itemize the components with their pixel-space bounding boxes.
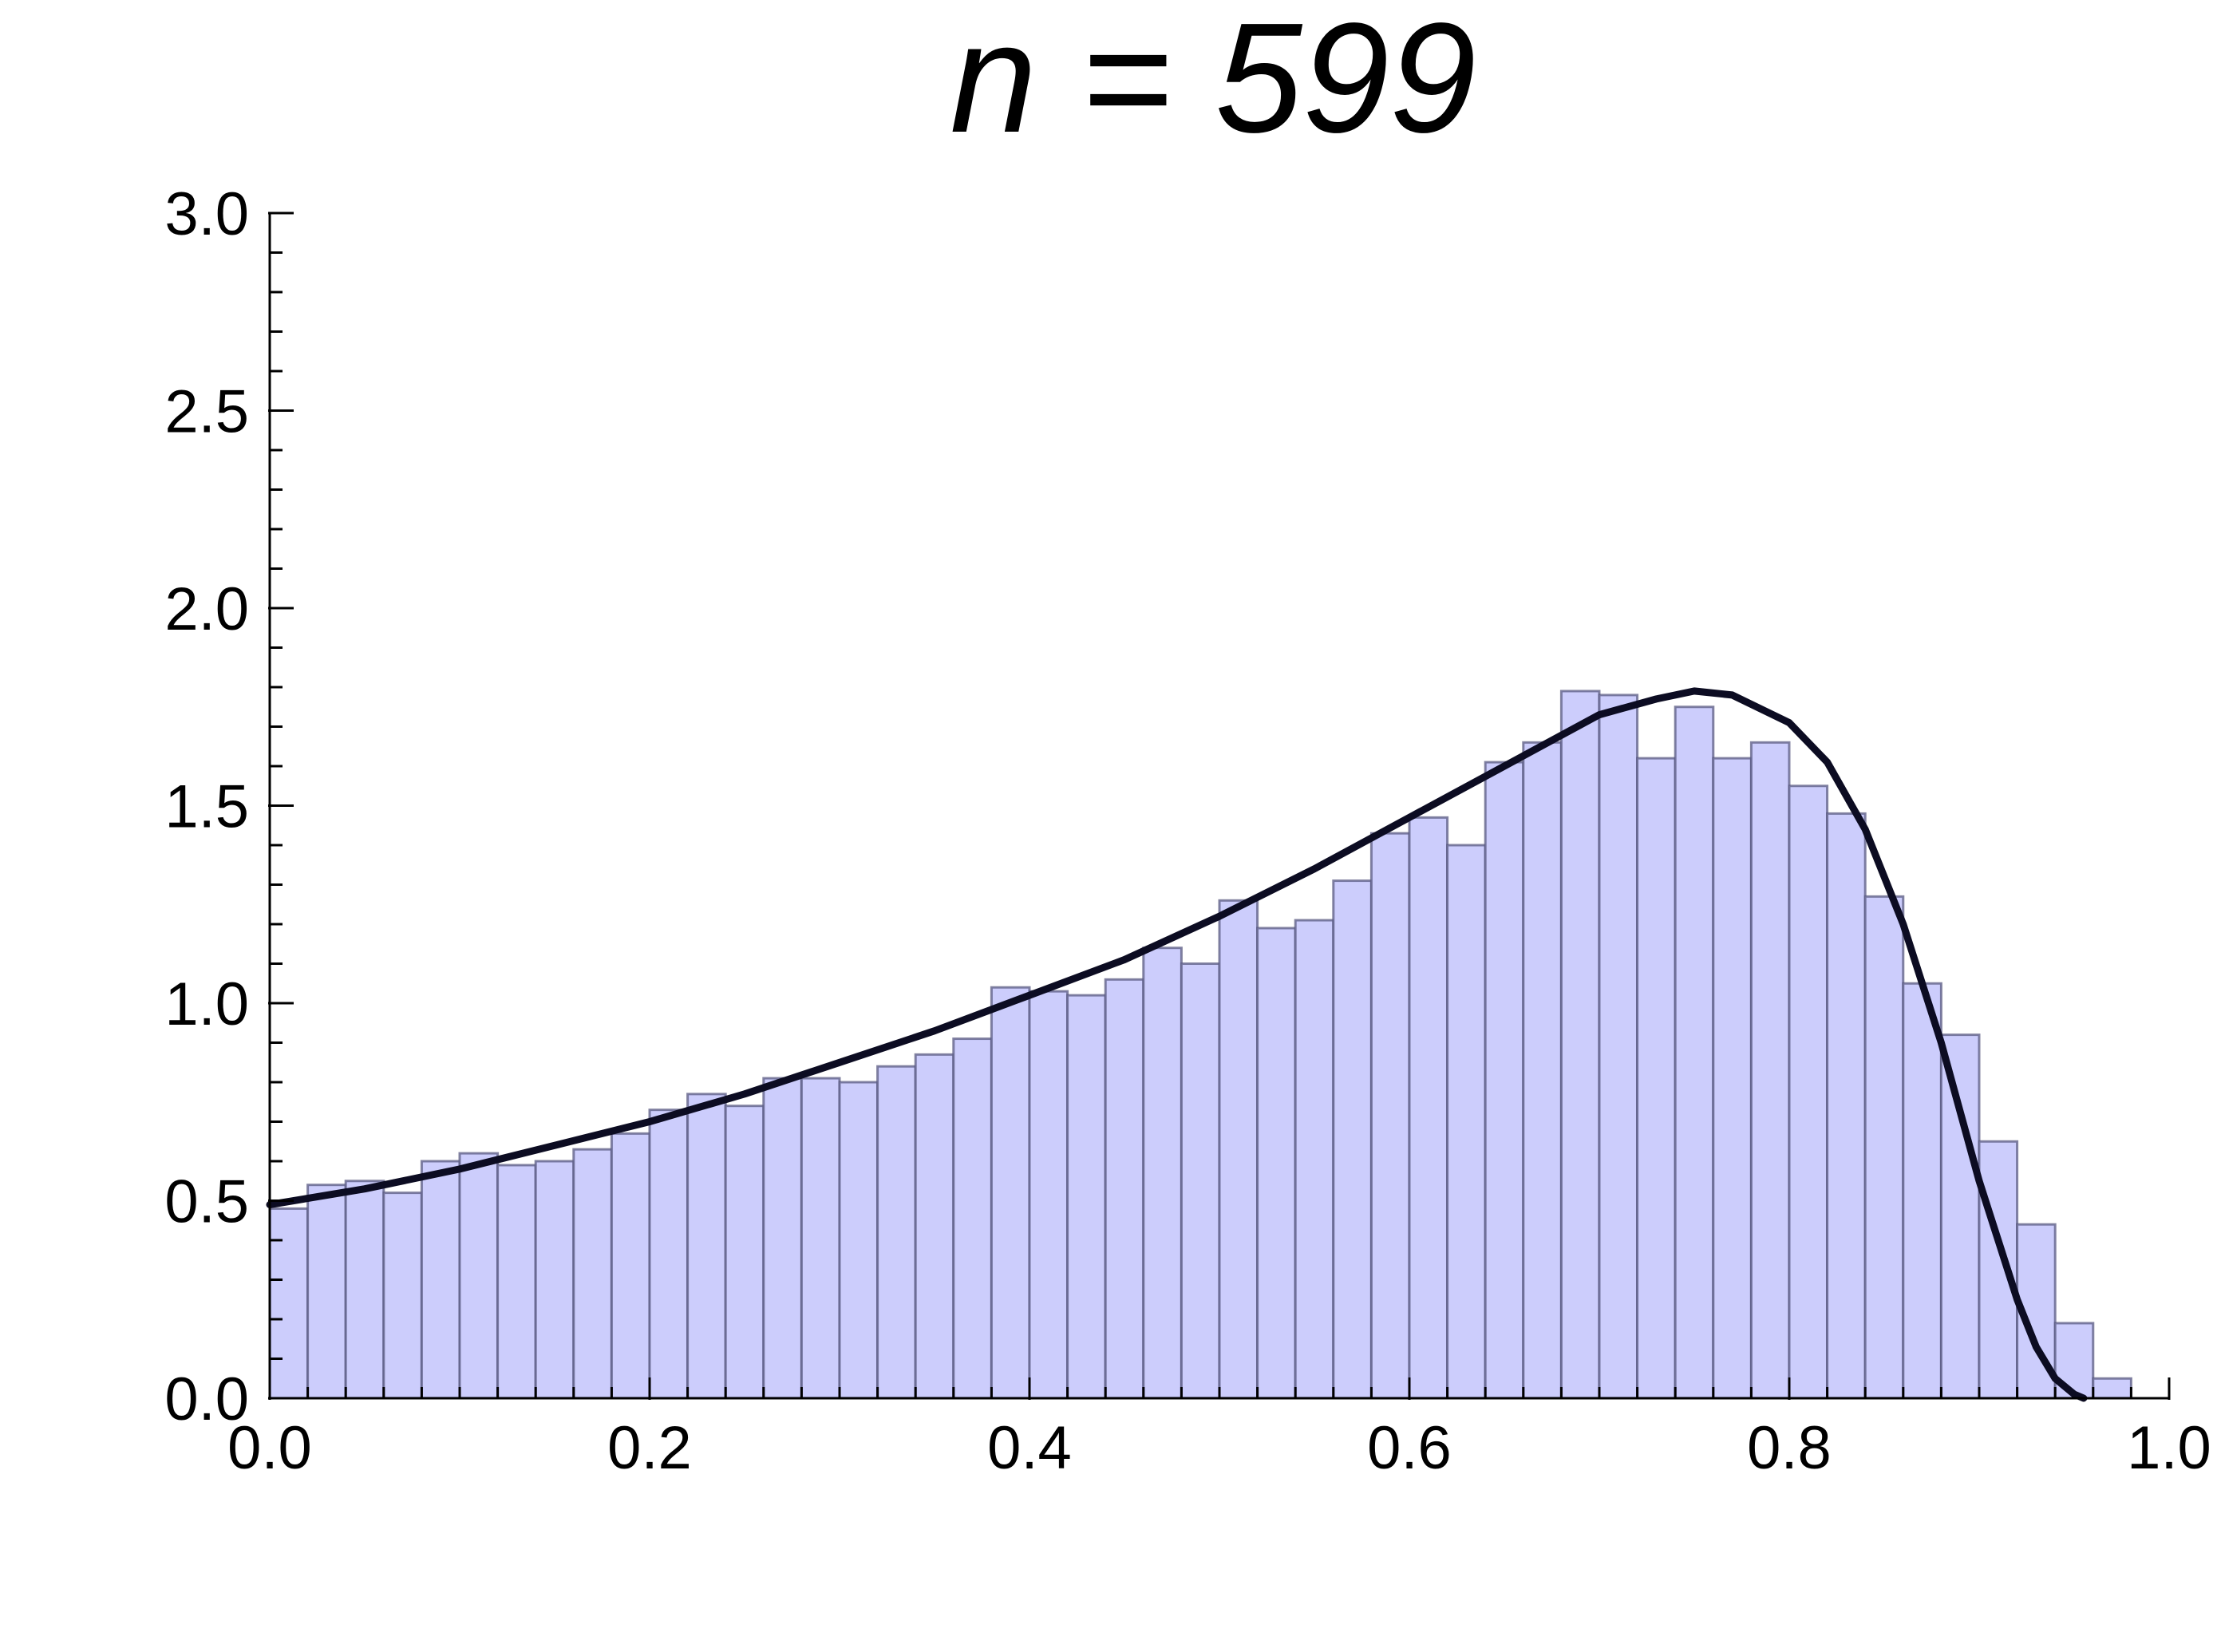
histogram-bar: [1712, 757, 1753, 1400]
histogram-bar: [1559, 690, 1601, 1400]
x-tick-label: 0.2: [607, 1414, 692, 1482]
y-tick-label: 3.0: [164, 180, 249, 248]
histogram-bars: [268, 690, 2132, 1400]
x-tick-label: 0.4: [987, 1414, 1072, 1482]
histogram-bar: [1104, 978, 1145, 1400]
histogram-bar: [1142, 947, 1183, 1400]
histogram-bar: [1978, 1140, 2019, 1400]
histogram-bar: [1788, 785, 1829, 1400]
y-tick-label: 2.5: [164, 378, 249, 446]
x-tick-label: 0.0: [227, 1414, 312, 1482]
histogram-bar: [496, 1164, 537, 1400]
histogram-bar: [914, 1053, 955, 1400]
histogram-bar: [1522, 741, 1563, 1400]
histogram-bar: [1863, 895, 1905, 1400]
histogram-bar: [724, 1105, 765, 1400]
histogram-bar: [1598, 694, 1639, 1400]
histogram-bar: [1332, 879, 1373, 1400]
histogram-bar: [952, 1037, 993, 1400]
histogram-bar: [1674, 705, 1715, 1400]
density-curve-layer: [266, 687, 2088, 1402]
x-tick-label: 0.8: [1747, 1414, 1832, 1482]
histogram-bar: [2092, 1377, 2132, 1400]
chart-title: n = 599: [950, 0, 1476, 165]
y-tick-label: 0.0: [164, 1365, 249, 1433]
histogram-bar: [1256, 927, 1297, 1400]
histogram-bar: [306, 1184, 347, 1400]
histogram-bar: [610, 1132, 651, 1400]
histogram-bar: [1369, 832, 1411, 1400]
histogram-bar: [1218, 899, 1259, 1400]
histogram-bar: [382, 1192, 423, 1400]
histogram-bar: [1749, 741, 1791, 1400]
histogram-bar: [420, 1160, 461, 1400]
histogram-bar: [268, 1207, 310, 1400]
x-tick-label: 0.6: [1367, 1414, 1452, 1482]
y-tick-label: 1.0: [164, 970, 249, 1038]
histogram-bar: [1826, 812, 1867, 1400]
histogram-bar: [800, 1077, 841, 1400]
histogram-bar: [572, 1148, 613, 1400]
histogram-bar: [648, 1109, 690, 1400]
histogram-bar: [990, 986, 1031, 1400]
histogram-bar: [686, 1093, 727, 1400]
histogram-bar: [1902, 982, 1942, 1400]
y-tick-label: 2.0: [164, 575, 249, 643]
histogram-bar: [1028, 990, 1069, 1400]
y-tick-label: 0.5: [164, 1168, 249, 1236]
histogram-bar: [1180, 962, 1221, 1400]
histogram-bar: [1484, 761, 1525, 1400]
histogram-bar: [1408, 816, 1449, 1400]
histogram-bar: [458, 1152, 500, 1400]
histogram-bar: [1446, 844, 1487, 1400]
histogram-bar: [1636, 757, 1677, 1400]
histogram-bar: [344, 1180, 385, 1400]
histogram-bar: [534, 1160, 575, 1400]
histogram-bar: [1939, 1033, 1981, 1400]
histogram-bar: [762, 1077, 803, 1400]
histogram-bar: [838, 1081, 879, 1400]
axis-ticks: 0.0 0.2 0.4 0.6 0.8 1.0 0.0 0.5 1.0 1.5 2.0 2.5 3.0: [164, 180, 2211, 1482]
density-curve: [266, 687, 2088, 1402]
histogram-bar: [1294, 919, 1335, 1400]
histogram-bar: [876, 1065, 917, 1400]
histogram-bar: [1066, 994, 1107, 1400]
x-tick-label: 1.0: [2127, 1414, 2211, 1482]
y-tick-label: 1.5: [164, 773, 249, 841]
